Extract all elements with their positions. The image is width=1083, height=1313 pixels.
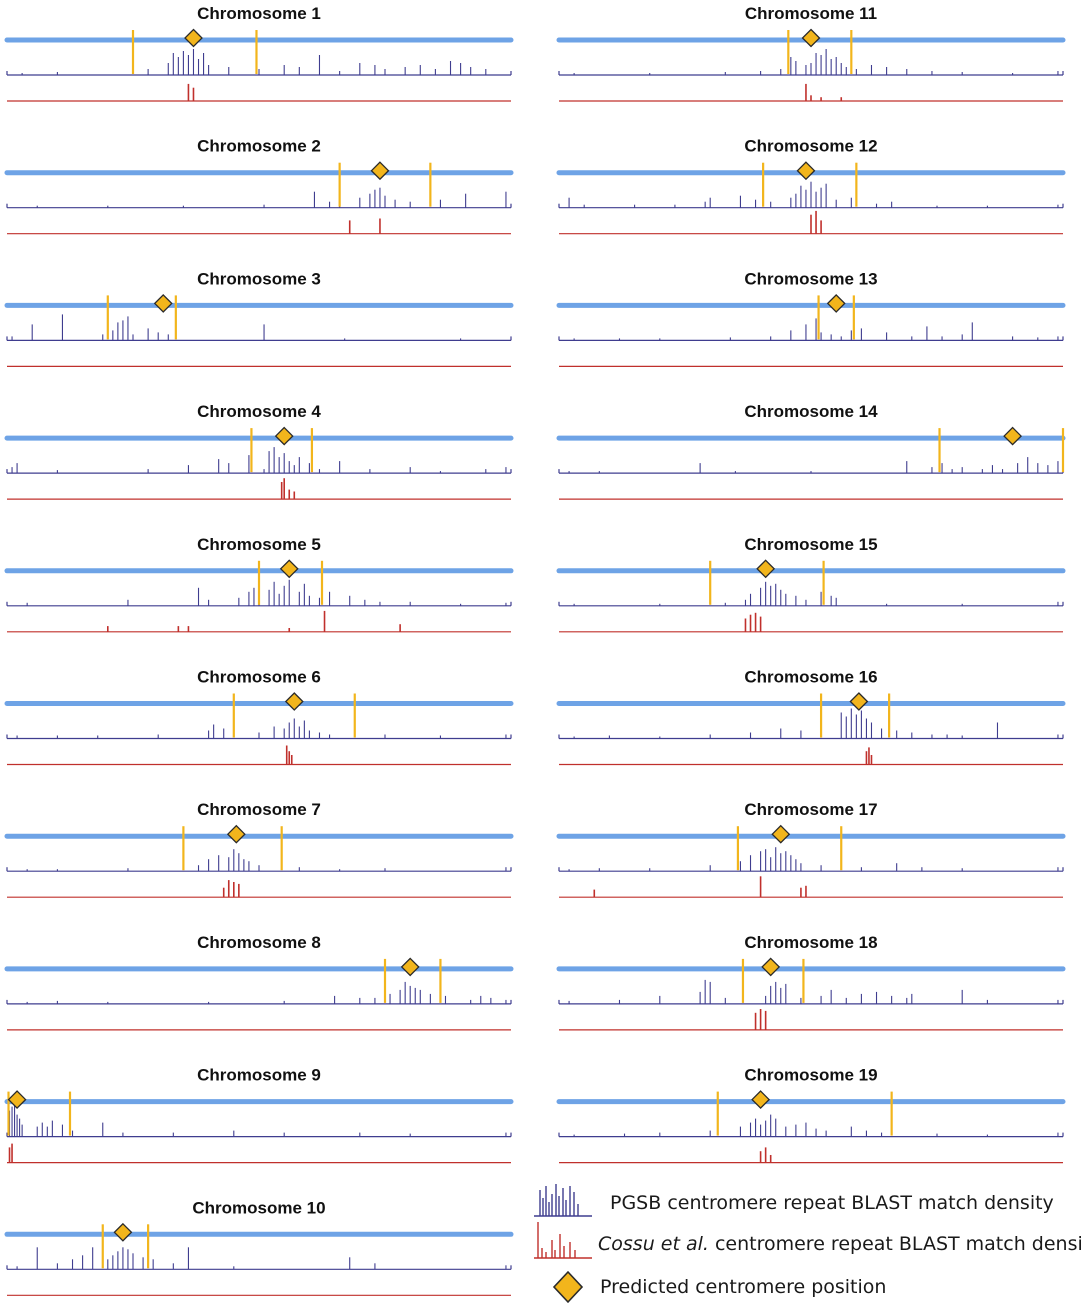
chromosome-title: Chromosome 9 xyxy=(197,1066,321,1085)
predicted-centromere-marker xyxy=(801,28,821,48)
chromosome-title: Chromosome 8 xyxy=(197,933,321,952)
chromosome-panel-14: Chromosome 14 xyxy=(556,402,1066,500)
predicted-centromere-marker xyxy=(226,824,246,844)
chromosome-panel-4: Chromosome 4 xyxy=(4,402,514,500)
chromosome-panel-6: Chromosome 6 xyxy=(4,668,514,766)
predicted-centromere-marker xyxy=(761,957,781,977)
legend-cossu: Cossu et al. centromere repeat BLAST mat… xyxy=(530,1220,1083,1260)
predicted-centromere-marker xyxy=(153,293,173,313)
chromosome-panel-12: Chromosome 12 xyxy=(556,137,1066,235)
diamond-icon xyxy=(552,1270,584,1304)
chromosome-panel-7: Chromosome 7 xyxy=(4,800,514,898)
legend-cossu-rest: centromere repeat BLAST match density xyxy=(708,1233,1083,1255)
predicted-centromere-marker xyxy=(274,426,294,446)
predicted-centromere-marker xyxy=(796,161,816,181)
predicted-centromere-marker xyxy=(184,28,203,48)
predicted-centromere-marker xyxy=(284,692,304,711)
chromosome-panel-3: Chromosome 3 xyxy=(4,269,514,367)
chromosome-title: Chromosome 5 xyxy=(197,535,321,554)
chromosome-panel-10: Chromosome 10 xyxy=(4,1198,514,1296)
legend-centromere: Predicted centromere position xyxy=(530,1270,1083,1310)
chromosome-panel-11: Chromosome 11 xyxy=(556,4,1066,102)
predicted-centromere-marker xyxy=(756,559,776,579)
predicted-centromere-marker xyxy=(279,559,299,579)
chromosome-title: Chromosome 4 xyxy=(197,402,321,421)
chromosome-panel-9: Chromosome 9 xyxy=(4,1066,514,1164)
chromosome-title: Chromosome 7 xyxy=(197,800,321,819)
chromosome-panel-17: Chromosome 17 xyxy=(556,800,1066,898)
chromosome-panel-5: Chromosome 5 xyxy=(4,535,514,633)
blue-density-spikes-icon xyxy=(534,1184,592,1217)
chromosome-title: Chromosome 13 xyxy=(744,269,877,288)
chromosome-title: Chromosome 2 xyxy=(197,137,321,156)
predicted-centromere-marker xyxy=(400,957,420,977)
legend-cossu-author: Cossu et al. xyxy=(598,1233,709,1255)
chromosome-title: Chromosome 16 xyxy=(744,668,877,687)
predicted-centromere-marker xyxy=(849,692,869,711)
chromosome-title: Chromosome 11 xyxy=(745,4,877,23)
legend-pgsb: PGSB centromere repeat BLAST match densi… xyxy=(530,1182,1083,1222)
chromosome-title: Chromosome 15 xyxy=(744,535,877,554)
chromosome-panel-19: Chromosome 19 xyxy=(556,1066,1066,1164)
red-density-spikes-icon xyxy=(534,1222,592,1259)
chromosome-panel-13: Chromosome 13 xyxy=(556,269,1066,367)
legend-pgsb-label: PGSB centromere repeat BLAST match densi… xyxy=(610,1192,1054,1214)
chromosome-title: Chromosome 12 xyxy=(744,137,877,156)
predicted-centromere-marker xyxy=(771,824,791,844)
chromosome-title: Chromosome 6 xyxy=(197,668,321,687)
chromosome-title: Chromosome 1 xyxy=(197,4,321,23)
chromosome-panel-2: Chromosome 2 xyxy=(4,137,514,235)
predicted-centromere-marker xyxy=(826,293,846,313)
chromosome-title: Chromosome 10 xyxy=(192,1198,325,1217)
chromosome-panel-1: Chromosome 1 xyxy=(4,4,514,102)
chromosome-panel-18: Chromosome 18 xyxy=(556,933,1066,1031)
chromosome-title: Chromosome 17 xyxy=(744,800,877,819)
legend-centromere-label: Predicted centromere position xyxy=(600,1276,887,1298)
chromosome-panel-8: Chromosome 8 xyxy=(4,933,514,1031)
legend-cossu-label: Cossu et al. centromere repeat BLAST mat… xyxy=(598,1233,1083,1255)
predicted-centromere-marker xyxy=(370,161,390,181)
chromosome-title: Chromosome 18 xyxy=(744,933,877,952)
predicted-centromere-marker xyxy=(7,1090,27,1110)
chromosome-title: Chromosome 19 xyxy=(744,1066,877,1085)
chromosome-title: Chromosome 14 xyxy=(744,402,878,421)
chromosome-panel-16: Chromosome 16 xyxy=(556,668,1066,766)
predicted-centromere-marker xyxy=(751,1090,771,1110)
chromosome-title: Chromosome 3 xyxy=(197,269,321,288)
predicted-centromere-marker xyxy=(113,1222,133,1242)
chromosome-panel-15: Chromosome 15 xyxy=(556,535,1066,633)
predicted-centromere-marker xyxy=(1003,426,1023,446)
